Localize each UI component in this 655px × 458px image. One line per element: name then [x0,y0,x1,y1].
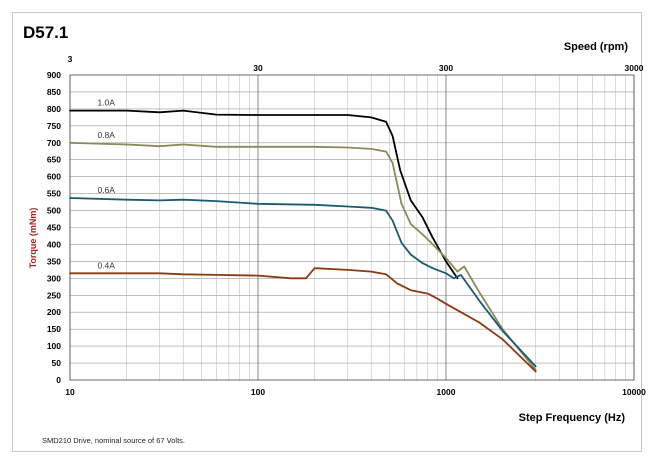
y-tick-label: 700 [47,138,61,148]
series-line-0.4A [69,267,537,373]
series-label-0.6A: 0.6A [97,185,115,195]
y-tick-label: 850 [47,87,61,97]
y-tick-label: 800 [47,104,61,114]
y-tick-label: 900 [47,70,61,80]
series-label-1.0A: 1.0A [97,98,115,108]
chart-title: D57.1 [23,23,68,42]
y-tick-label: 300 [47,273,61,283]
y-tick-label: 100 [47,341,61,351]
y-tick-label: 350 [47,256,61,266]
series-label-0.8A: 0.8A [97,130,115,140]
y-tick-label: 0 [56,375,61,385]
series-line-0.8A [69,141,537,371]
x2-tick-label: 30 [253,63,263,73]
footnote: SMD210 Drive, nominal source of 67 Volts… [42,436,185,445]
series-lines [69,109,537,373]
x-tick-label: 100 [251,387,265,397]
grid [69,74,635,381]
y-tick-label: 500 [47,206,61,216]
series-line-1.0A [69,109,459,280]
y-tick-label: 200 [47,307,61,317]
series-labels: 1.0A 0.8A 0.6A 0.4A [97,98,115,271]
x-tick-label: 10000 [622,387,646,397]
x2-tick-label: 300 [439,63,453,73]
y-tick-label: 650 [47,155,61,165]
x-tick-label: 10 [65,387,75,397]
tick-labels: 0 50 100 150 200 250 300 350 400 450 500 550 600 650 7… [47,54,646,397]
y-tick-label: 150 [47,324,61,334]
y-tick-label: 450 [47,223,61,233]
plot-border [69,74,635,381]
y-tick-label: 600 [47,172,61,182]
chart-frame [12,12,642,452]
series-line-0.6A [69,197,537,368]
y-tick-label: 50 [52,358,62,368]
x2-tick-label: 3000 [625,63,644,73]
x-tick-label: 1000 [437,387,456,397]
y-tick-label: 400 [47,239,61,249]
bottom-axis-title: Step Frequency (Hz) [519,412,626,424]
top-axis-title: Speed (rpm) [564,41,629,53]
series-label-0.4A: 0.4A [97,260,115,270]
y-tick-label: 750 [47,121,61,131]
y-tick-label: 550 [47,189,61,199]
x2-tick-label: 3 [68,54,73,64]
y-tick-label: 250 [47,290,61,300]
y-axis-title: Torque (mNm) [28,208,38,269]
